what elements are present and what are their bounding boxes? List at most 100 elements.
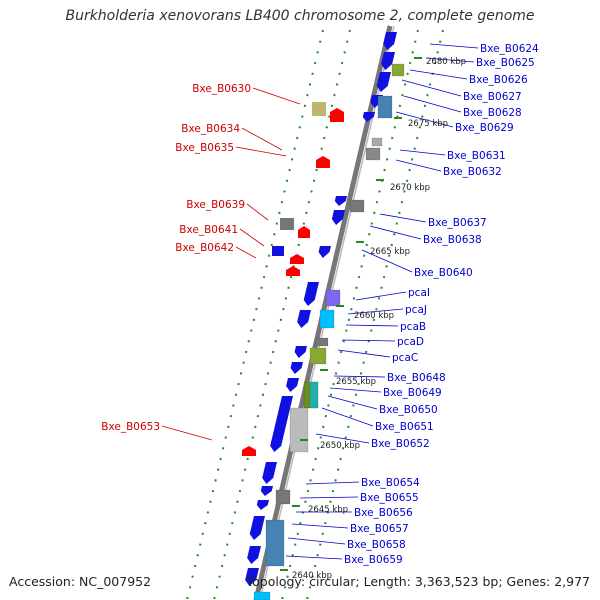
label-leader-line [161, 425, 213, 441]
reverse-gene-block [312, 102, 326, 116]
gene-label-bxe_b0632: Bxe_B0632 [443, 166, 502, 178]
label-leader-line [361, 249, 413, 273]
forward-gene-block [371, 137, 383, 147]
forward-gene-arrow [262, 462, 277, 484]
label-leader-line [252, 87, 301, 105]
label-leader-line [285, 555, 343, 560]
label-leader-line [239, 228, 265, 247]
reverse-gene-arrow [290, 254, 304, 264]
label-leader-line [379, 213, 427, 223]
label-leader-line [341, 339, 396, 342]
reverse-gene-arrow [242, 446, 256, 456]
forward-gene-block [391, 63, 405, 77]
gene-label-bxe_b0649: Bxe_B0649 [383, 387, 442, 399]
forward-gene-block [319, 309, 335, 329]
gene-label-bxe_b0628: Bxe_B0628 [463, 107, 522, 119]
gene-label-pcad: pcaD [397, 336, 424, 348]
gene-label-bxe_b0659: Bxe_B0659 [344, 554, 403, 566]
forward-gene-block [275, 489, 291, 505]
forward-gene-arrow [303, 282, 319, 306]
label-leader-line [291, 523, 349, 529]
gene-label-bxe_b0657: Bxe_B0657 [350, 523, 409, 535]
forward-gene-arrow [381, 52, 395, 70]
kbp-label: 2680 kbp [426, 57, 466, 67]
forward-gene-arrow [247, 546, 261, 564]
gene-label-pcai: pcaI [408, 287, 430, 299]
forward-gene-arrow [362, 112, 375, 122]
gene-label-pcab: pcaB [400, 321, 426, 333]
kbp-label: 2650 kbp [320, 441, 360, 451]
reverse-gene-arrow [298, 226, 310, 238]
kbp-label: 2640 kbp [292, 571, 332, 581]
gene-label-bxe_b0656: Bxe_B0656 [354, 507, 413, 519]
kbp-label: 2660 kbp [354, 311, 394, 321]
forward-gene-arrow [318, 246, 331, 258]
reverse-gene-arrow [316, 156, 330, 168]
gene-label-bxe_b0637: Bxe_B0637 [428, 217, 487, 229]
reverse-gene-block [272, 246, 284, 256]
gene-label-bxe_b0650: Bxe_B0650 [379, 404, 438, 416]
gene-label-bxe_b0627: Bxe_B0627 [463, 91, 522, 103]
kbp-label: 2655 kbp [336, 377, 376, 387]
label-leader-line [345, 324, 399, 327]
label-leader-line [235, 246, 257, 259]
gene-label-bxe_b0626: Bxe_B0626 [469, 74, 528, 86]
kbp-label: 2675 kbp [408, 119, 448, 129]
gene-label-bxe_b0640: Bxe_B0640 [414, 267, 473, 279]
forward-gene-arrow [376, 72, 391, 92]
label-leader-line [321, 407, 374, 427]
accession-text: Accession: NC_007952 [9, 574, 152, 589]
reverse-gene-arrow [330, 108, 344, 122]
forward-gene-arrow [286, 378, 299, 392]
label-leader-line [241, 127, 283, 151]
gene-label-bxe_b0624: Bxe_B0624 [480, 43, 539, 55]
forward-gene-block [309, 381, 319, 409]
gene-label-bxe_b0631: Bxe_B0631 [447, 150, 506, 162]
gene-label-bxe_b0635: Bxe_B0635 [175, 142, 234, 154]
gene-label-pcac: pcaC [392, 352, 418, 364]
label-leader-line [337, 349, 391, 358]
label-leader-line [235, 146, 287, 157]
forward-gene-block [315, 337, 329, 347]
forward-gene-arrow [260, 486, 273, 496]
forward-gene-block [377, 95, 393, 119]
forward-gene-arrow [383, 32, 397, 50]
label-leader-line [399, 149, 446, 156]
label-leader-lines [161, 43, 479, 560]
label-leader-line [347, 308, 404, 315]
gene-label-bxe_b0634: Bxe_B0634 [181, 123, 240, 135]
gene-label-bxe_b0630: Bxe_B0630 [192, 83, 251, 95]
forward-gene-arrow [256, 500, 269, 510]
label-leader-line [401, 79, 462, 97]
forward-gene-block [349, 199, 365, 213]
forward-gene-arrow [249, 516, 265, 540]
label-leader-line [246, 203, 269, 221]
label-leader-line [329, 387, 382, 393]
forward-gene-arrow [334, 196, 347, 206]
gene-label-bxe_b0629: Bxe_B0629 [455, 122, 514, 134]
reverse-gene-arrow [286, 266, 300, 276]
gene-label-bxe_b0641: Bxe_B0641 [179, 224, 238, 236]
gene-label-bxe_b0638: Bxe_B0638 [423, 234, 482, 246]
gene-label-bxe_b0652: Bxe_B0652 [371, 438, 430, 450]
gene-labels: Bxe_B0624 Bxe_B0625 Bxe_B0626 Bxe_B0627 Bxe_… [101, 43, 539, 566]
forward-gene-arrow [294, 346, 307, 358]
label-leader-line [333, 375, 386, 378]
label-leader-line [395, 159, 442, 172]
gene-label-bxe_b0625: Bxe_B0625 [476, 57, 535, 69]
gene-label-bxe_b0651: Bxe_B0651 [375, 421, 434, 433]
label-leader-line [369, 225, 422, 240]
label-leader-line [315, 433, 370, 444]
forward-gene-block [253, 591, 271, 600]
forward-gene-arrow [331, 210, 345, 225]
label-leader-line [409, 69, 468, 80]
kbp-label: 2645 kbp [308, 505, 348, 515]
label-leader-line [429, 43, 479, 49]
forward-gene-block [289, 407, 309, 453]
forward-genes [245, 32, 405, 600]
kbp-label: 2665 kbp [370, 247, 410, 257]
map-title: Burkholderia xenovorans LB400 chromosome… [65, 8, 535, 24]
gene-label-bxe_b0655: Bxe_B0655 [360, 492, 419, 504]
label-leader-line [299, 496, 359, 499]
